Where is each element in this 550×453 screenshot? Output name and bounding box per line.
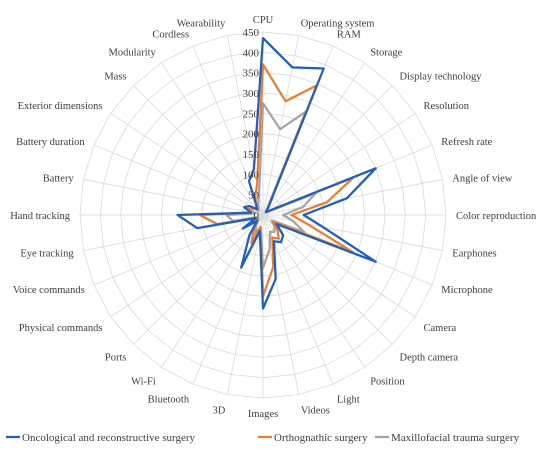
legend-item-1: Oncological and reconstructive surgery: [6, 432, 195, 444]
category-label: Voice commands: [13, 285, 85, 296]
tick-label: 400: [243, 47, 260, 59]
radar-series: [176, 36, 377, 310]
tick-label: 100: [243, 169, 260, 181]
series-line-2: [198, 63, 355, 298]
spoke-line: [262, 214, 416, 318]
spoke-line: [262, 35, 300, 216]
category-label: Storage: [370, 48, 402, 59]
spoke-line: [83, 178, 264, 216]
category-label: Battery duration: [16, 137, 85, 148]
spoke-line: [133, 214, 264, 345]
category-label: Eye tracking: [20, 249, 74, 260]
spoke-line: [160, 62, 264, 216]
tick-label: 0: [254, 210, 260, 222]
legend-item-3: Maxillofacial trauma surgery: [375, 432, 520, 444]
tick-label: 250: [243, 108, 260, 120]
series-line-1: [176, 36, 377, 310]
tick-label: 50: [248, 190, 260, 202]
spoke-line: [262, 214, 366, 368]
tick-label: 350: [243, 68, 260, 80]
spoke-line: [262, 112, 416, 216]
category-label: CPU: [253, 15, 274, 26]
legend-label: Maxillofacial trauma surgery: [391, 432, 520, 444]
legend-label: Oncological and reconstructive surgery: [22, 432, 195, 444]
category-label: Images: [248, 409, 278, 420]
spoke-line: [262, 178, 443, 216]
category-label: Exterior dimensions: [18, 101, 103, 112]
spoke-line: [160, 214, 264, 368]
category-label: Bluetooth: [148, 394, 190, 405]
tick-label: 150: [243, 149, 260, 161]
category-label: Operating system: [301, 19, 375, 30]
spoke-line: [262, 85, 393, 216]
category-label: Refresh rate: [441, 137, 492, 148]
category-label: Battery: [43, 173, 75, 184]
category-label: Display technology: [400, 72, 483, 83]
spoke-line: [262, 62, 366, 216]
tick-label: 200: [243, 129, 260, 141]
category-label: Light: [337, 394, 360, 405]
category-label: Mass: [104, 72, 126, 83]
category-label: Wearability: [177, 19, 226, 30]
radar-axes: [80, 32, 446, 398]
category-label: Position: [370, 377, 405, 388]
spoke-line: [226, 214, 264, 395]
category-label: Resolution: [424, 101, 470, 112]
legend-item-2: Orthognathic surgery: [258, 432, 368, 444]
legend: Oncological and reconstructive surgery Or…: [6, 432, 520, 444]
category-label: Ports: [105, 353, 127, 364]
category-label: Videos: [301, 405, 330, 416]
category-label: Depth camera: [400, 353, 459, 364]
radial-tick-labels: 0 50 100 150 200 250 300 350 400 450: [243, 27, 260, 222]
category-label: RAM: [337, 30, 362, 41]
category-label: Hand tracking: [10, 211, 71, 222]
category-label: Color reproduction: [456, 211, 537, 222]
legend-label: Orthognathic surgery: [274, 432, 368, 444]
spoke-line: [110, 214, 264, 318]
series-line-3: [225, 102, 317, 270]
tick-label: 450: [243, 27, 260, 39]
category-label: Earphones: [452, 249, 496, 260]
category-label: Microphone: [441, 285, 493, 296]
spoke-line: [133, 85, 264, 216]
category-label: Angle of view: [452, 173, 512, 184]
spoke-line: [93, 144, 264, 216]
spoke-line: [110, 112, 264, 216]
category-label: Cordless: [152, 30, 189, 41]
category-label: Modularity: [109, 48, 157, 59]
category-label: 3D: [212, 405, 225, 416]
category-label: Camera: [424, 323, 457, 334]
spoke-line: [262, 214, 393, 345]
tick-label: 300: [243, 88, 260, 100]
category-label: Wi-Fi: [131, 377, 156, 388]
category-label: Physical commands: [19, 323, 103, 334]
spoke-line: [93, 214, 264, 286]
